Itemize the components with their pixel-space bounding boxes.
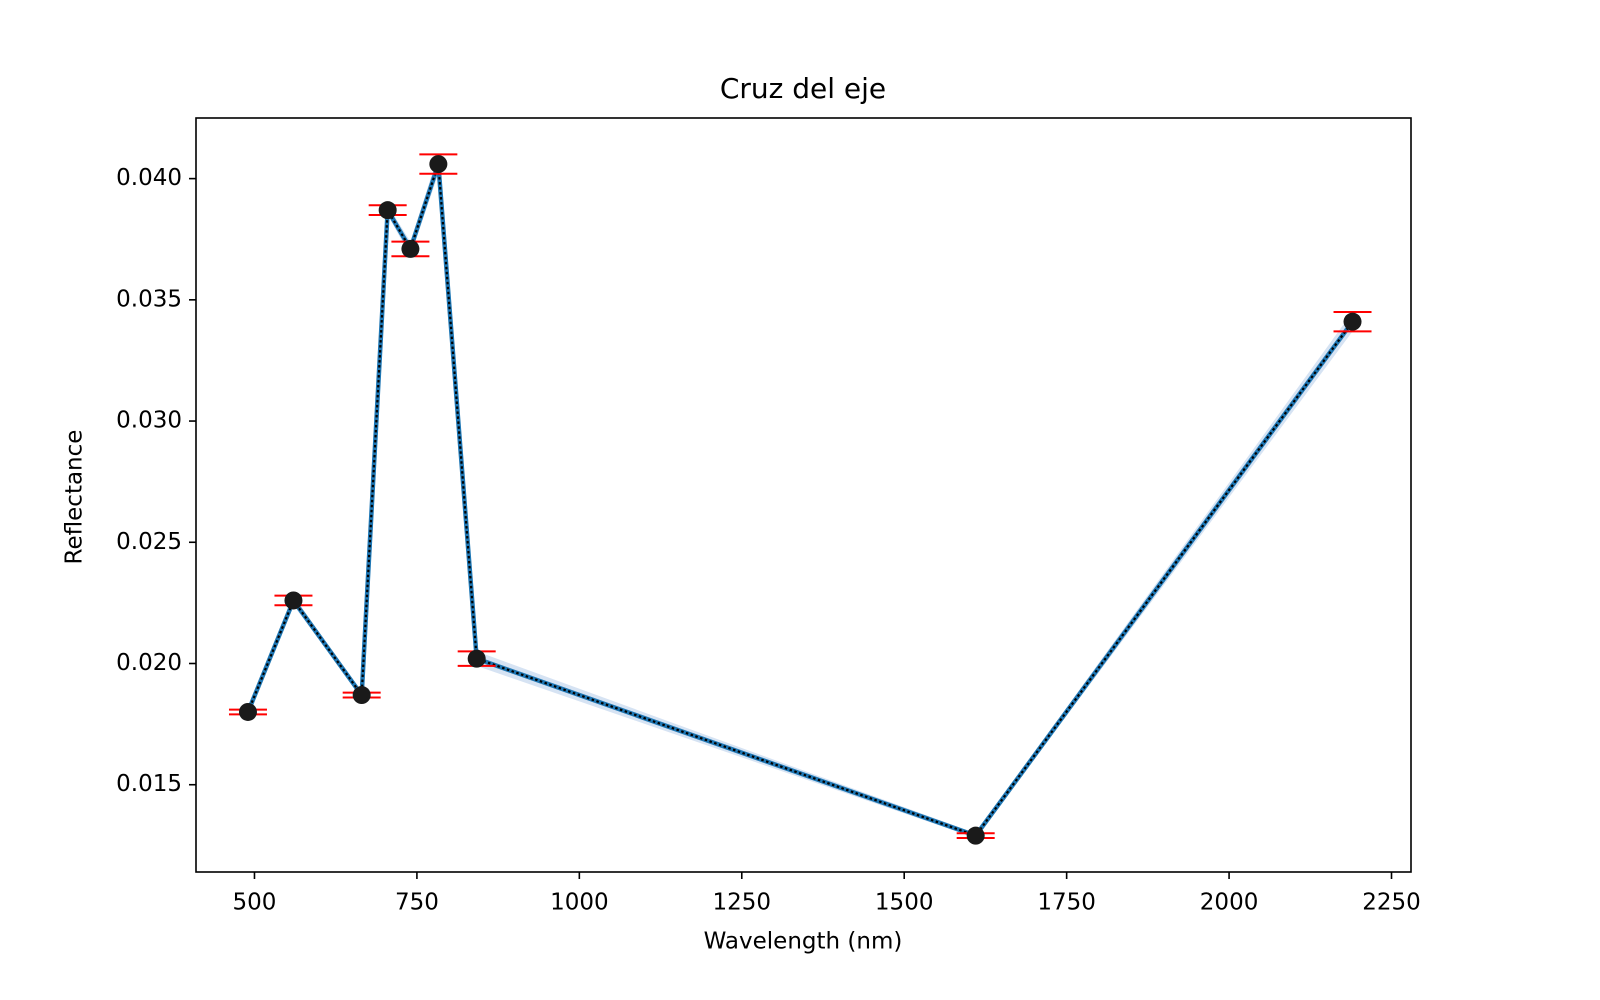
data-point [401,239,420,258]
x-tick-label: 2000 [1200,890,1259,916]
y-tick-label: 0.025 [116,529,182,555]
y-tick-label: 0.030 [116,408,182,434]
x-tick-label: 500 [233,890,277,916]
data-point [429,155,448,174]
y-tick-label: 0.035 [116,286,182,312]
x-tick-label: 750 [395,890,439,916]
x-tick-label: 1750 [1037,890,1096,916]
data-point [467,649,486,668]
chart-title: Cruz del eje [720,72,886,105]
x-tick-label: 1250 [713,890,772,916]
data-point [378,201,397,220]
data-point [284,591,303,610]
data-point [1343,312,1362,331]
y-tick-label: 0.040 [116,165,182,191]
y-tick-label: 0.020 [116,650,182,676]
x-tick-label: 1500 [875,890,934,916]
y-axis: 0.015 0.020 0.025 0.030 0.035 0.040 [116,165,196,797]
x-tick-label: 2250 [1362,890,1421,916]
data-markers [238,155,1362,845]
series-line-dotted [246,162,1354,837]
plot-area [228,153,1372,845]
x-axis-label: Wavelength (nm) [704,929,903,955]
y-axis-label: Reflectance [62,430,88,565]
y-tick-label: 0.015 [116,771,182,797]
data-point [966,826,985,845]
x-axis: 500 750 1000 1250 1500 1750 2000 2250 [233,872,1421,916]
x-tick-label: 1000 [550,890,609,916]
data-point [352,686,371,705]
data-point [238,702,257,721]
axes-frame [195,117,1412,873]
